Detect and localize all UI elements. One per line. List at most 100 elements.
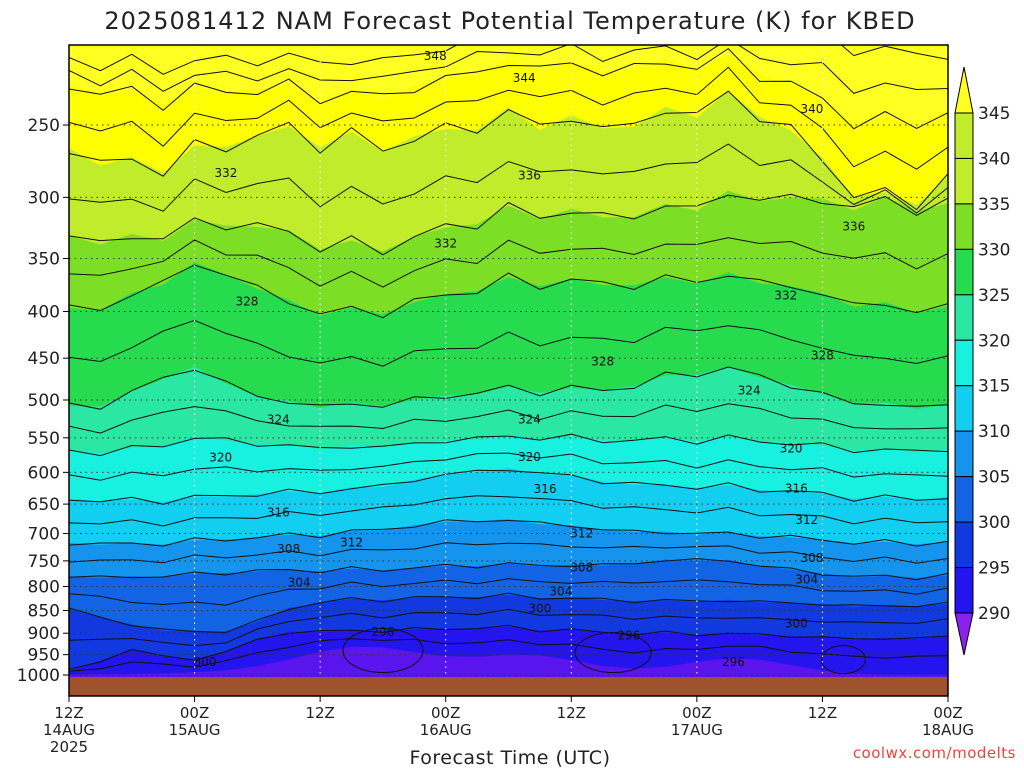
colorbar-band	[954, 248, 974, 296]
contour-label: 308	[570, 561, 593, 575]
contour-label: 332	[774, 288, 797, 302]
contour-label: 304	[795, 572, 818, 586]
isentrope-line	[69, 47, 948, 130]
contour-label: 308	[801, 551, 824, 565]
x-tick-label: 00Z	[431, 704, 460, 722]
x-tick-date: 17AUG	[671, 721, 723, 739]
y-tick-label: 300	[28, 188, 60, 208]
y-tick-label: 600	[28, 463, 60, 483]
contour-label: 300	[528, 602, 551, 616]
x-tick-label: 00Z	[682, 704, 711, 722]
y-tick-label: 950	[28, 646, 60, 666]
x-tick-label: 12Z	[305, 704, 334, 722]
x-tick-date: 15AUG	[169, 721, 221, 739]
x-tick-label: 00Z	[933, 704, 962, 722]
contour-label: 312	[795, 513, 818, 527]
contour-label: 328	[591, 355, 614, 369]
isentrope-closed-contour	[342, 627, 424, 673]
isentrope-line	[69, 90, 948, 211]
contour-label: 324	[267, 412, 290, 426]
contour-label: 312	[570, 526, 593, 540]
x-tick-year: 2025	[50, 738, 88, 756]
contour-label: 336	[842, 220, 865, 234]
colorbar-tick-label: 315	[978, 377, 1010, 397]
colorbar-over-arrow	[954, 66, 974, 114]
contour-label: 324	[738, 383, 761, 397]
contour-label: 304	[288, 575, 311, 589]
colorbar-band	[954, 339, 974, 387]
credit-text: coolwx.com/modelts	[853, 744, 1016, 762]
contour-label: 296	[617, 628, 640, 642]
isentrope-line	[69, 558, 948, 581]
x-tick-date: 16AUG	[420, 721, 472, 739]
contour-label: 304	[549, 584, 572, 598]
colorbar-band	[954, 567, 974, 614]
y-tick-label: 850	[28, 602, 60, 622]
colorbar: 345 340 335 330 325 320 315 310 305 300 295 290	[954, 66, 1010, 656]
colorbar-tick-label: 345	[978, 104, 1010, 124]
isentrope-line	[69, 624, 948, 670]
contour-labels: 348 344 340 336 336 332 332 332 328 328 328 324 324 3…	[194, 49, 866, 669]
contour-label: 300	[785, 616, 808, 630]
colorbar-tick-label: 295	[978, 559, 1010, 579]
x-tick-date: 18AUG	[922, 721, 974, 739]
colorbar-band	[954, 294, 974, 341]
x-tick-label: 12Z	[54, 704, 83, 722]
y-tick-label: 700	[28, 524, 60, 544]
chart-title: 2025081412 NAM Forecast Potential Temper…	[104, 7, 915, 35]
isentrope-line	[69, 495, 948, 527]
y-tick-label: 900	[28, 624, 60, 644]
colorbar-tick-label: 305	[978, 468, 1010, 488]
contour-label: 340	[801, 102, 824, 116]
contour-label: 296	[371, 625, 394, 639]
contour-label: 312	[340, 535, 363, 549]
contour-label: 332	[434, 236, 457, 250]
isentrope-line	[69, 319, 948, 367]
y-tick-label: 450	[28, 349, 60, 369]
y-tick-label: 800	[28, 577, 60, 597]
isentrope-line	[69, 469, 948, 505]
colorbar-band	[954, 476, 974, 523]
colorbar-under-arrow	[954, 612, 974, 656]
contour-label: 348	[424, 49, 447, 63]
plot-area: 348 344 340 336 336 332 332 332 328 328 328 324 324 3…	[68, 44, 949, 697]
colorbar-band	[954, 430, 974, 478]
isentrope-line	[69, 608, 948, 647]
contour-label: 332	[215, 166, 238, 180]
isentrope-line	[69, 237, 948, 288]
y-tick-label: 350	[28, 249, 60, 269]
isentrope-line	[69, 592, 948, 633]
grid-lines	[69, 45, 948, 682]
colorbar-tick-label: 325	[978, 286, 1010, 306]
isentrope-line	[69, 143, 948, 214]
y-tick-label: 1000	[17, 666, 60, 686]
y-tick-label: 400	[28, 302, 60, 322]
isentrope-line	[69, 66, 948, 170]
ground-surface	[69, 677, 948, 696]
contour-label: 344	[513, 71, 536, 85]
isentrope-closed-contour	[820, 645, 866, 675]
isentrope-line	[69, 366, 948, 410]
colorbar-band	[954, 203, 974, 250]
colorbar-band	[954, 385, 974, 432]
y-tick-label: 650	[28, 495, 60, 515]
colorbar-tick-label: 300	[978, 513, 1010, 533]
contour-label: 324	[518, 412, 541, 426]
contour-label: 308	[277, 542, 300, 556]
colorbar-tick-label: 340	[978, 149, 1010, 169]
colorbar-tick-label: 320	[978, 331, 1010, 351]
contour-label: 320	[209, 451, 232, 465]
plot-frame	[68, 44, 949, 697]
colorbar-tick-label: 310	[978, 422, 1010, 442]
colorbar-tick-label: 330	[978, 240, 1010, 260]
isentrope-line	[69, 433, 948, 457]
contour-label: 300	[194, 655, 217, 669]
x-axis-label: Forecast Time (UTC)	[410, 747, 611, 768]
contour-label: 296	[722, 655, 745, 669]
colorbar-tick-label: 335	[978, 195, 1010, 215]
isentrope-line	[69, 45, 948, 75]
colorbar-band	[954, 112, 974, 159]
contour-label: 328	[235, 294, 258, 308]
